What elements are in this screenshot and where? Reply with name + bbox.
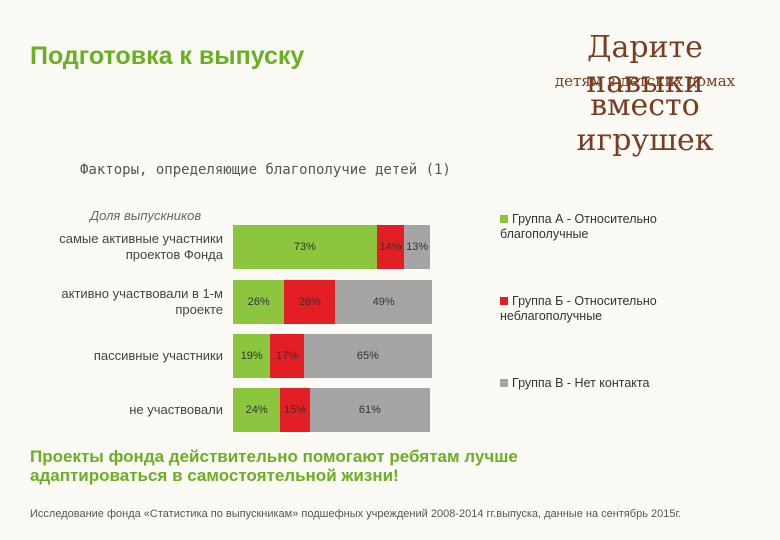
bar-segment bbox=[233, 334, 271, 378]
conclusion: Проекты фонда действительно помогают реб… bbox=[30, 447, 518, 485]
chart-subtitle: Доля выпускников bbox=[90, 208, 202, 223]
value-label: 73% bbox=[293, 241, 316, 253]
legend-swatch bbox=[500, 297, 508, 305]
chart: самые активные участники проектов Фонда 7… bbox=[59, 212, 690, 432]
bar-segment bbox=[284, 280, 336, 324]
value-label: 24% bbox=[245, 404, 268, 416]
bar-segment bbox=[335, 280, 432, 324]
legend-label: Группа Б - Относительно неблагополучные bbox=[500, 294, 657, 323]
bar-segment bbox=[404, 225, 430, 269]
bar-segment bbox=[233, 388, 281, 432]
bar-segment bbox=[233, 280, 285, 324]
legend-swatch bbox=[500, 215, 508, 223]
legend-item: Группа В - Нет контакта bbox=[500, 376, 690, 391]
category-label: пассивные участники bbox=[93, 348, 223, 363]
logo-line: вместо игрушек bbox=[576, 88, 714, 158]
legend-item: Группа Б - Относительно неблагополучные bbox=[500, 294, 690, 324]
value-label: 65% bbox=[356, 350, 379, 362]
legend-label: Группа В - Нет контакта bbox=[512, 376, 650, 390]
bar-segment bbox=[376, 225, 405, 269]
value-label: 26% bbox=[247, 296, 270, 308]
bar-segment bbox=[309, 388, 430, 432]
value-label: 49% bbox=[372, 296, 395, 308]
chart-title: Факторы, определяющие благополучие детей… bbox=[80, 162, 451, 178]
logo-line: детям в детских домах bbox=[554, 72, 736, 90]
slide-title: Подготовка к выпуску bbox=[30, 42, 305, 70]
value-label: 13% bbox=[406, 241, 429, 253]
category-label: активно участвовали в 1-м проекте bbox=[61, 286, 223, 317]
bar-segment bbox=[303, 334, 432, 378]
bar-segment bbox=[270, 334, 304, 378]
value-label: 17% bbox=[276, 350, 299, 362]
category-label: самые активные участники проектов Фонда bbox=[59, 231, 223, 262]
value-label: 26% bbox=[298, 296, 321, 308]
legend-swatch bbox=[500, 379, 508, 387]
value-label: 19% bbox=[240, 350, 263, 362]
source-note: Исследование фонда «Статистика по выпуск… bbox=[30, 508, 682, 520]
bar-segment bbox=[280, 388, 310, 432]
value-label: 61% bbox=[358, 404, 381, 416]
value-label: 14% bbox=[379, 241, 402, 253]
category-label: не участвовали bbox=[129, 402, 223, 417]
legend-item: Группа А - Относительно благополучные bbox=[500, 212, 690, 242]
logo-line: Дарите навыки bbox=[586, 30, 704, 100]
bar-segment bbox=[233, 225, 377, 269]
legend-label: Группа А - Относительно благополучные bbox=[500, 212, 657, 241]
value-label: 15% bbox=[284, 404, 307, 416]
